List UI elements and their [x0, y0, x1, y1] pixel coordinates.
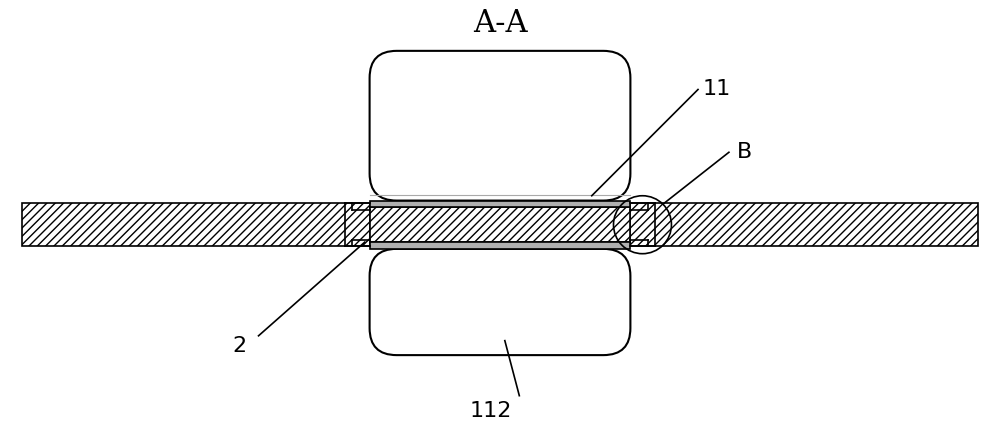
Text: 2: 2 [232, 336, 246, 356]
Polygon shape [370, 203, 630, 246]
Polygon shape [370, 207, 630, 242]
Text: B: B [737, 142, 752, 162]
FancyBboxPatch shape [370, 51, 630, 201]
FancyBboxPatch shape [370, 249, 630, 355]
Text: A-A: A-A [473, 8, 527, 39]
Text: 112: 112 [469, 400, 512, 421]
Polygon shape [370, 242, 630, 249]
Text: 11: 11 [703, 80, 731, 99]
Polygon shape [370, 201, 630, 207]
Polygon shape [370, 203, 630, 246]
Polygon shape [630, 203, 978, 246]
Polygon shape [22, 203, 370, 246]
